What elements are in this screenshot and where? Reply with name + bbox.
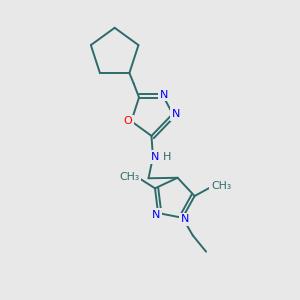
Text: CH₃: CH₃	[119, 172, 140, 182]
Text: N: N	[181, 214, 189, 224]
Text: CH₃: CH₃	[211, 181, 231, 191]
Text: N: N	[171, 109, 180, 119]
Text: O: O	[123, 116, 132, 126]
Text: N: N	[151, 152, 160, 162]
Text: H: H	[163, 152, 171, 162]
Text: N: N	[152, 209, 160, 220]
Text: N: N	[160, 90, 168, 100]
